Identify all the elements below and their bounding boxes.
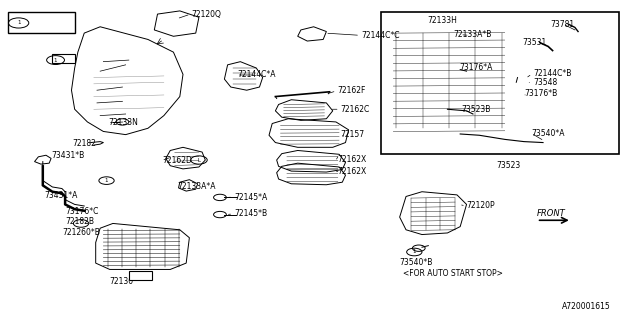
Text: 72162X: 72162X: [337, 155, 367, 164]
Text: 72130: 72130: [109, 277, 133, 286]
Text: 73176*C: 73176*C: [65, 207, 99, 216]
Text: 72157: 72157: [340, 130, 365, 139]
Text: A: A: [137, 271, 143, 280]
Text: 72120Q: 72120Q: [191, 10, 221, 19]
Text: 72145*B: 72145*B: [234, 209, 267, 219]
Text: 73431*A: 73431*A: [45, 191, 78, 200]
FancyBboxPatch shape: [52, 54, 76, 63]
Text: 72144C*C: 72144C*C: [362, 31, 400, 40]
Text: 72182B: 72182B: [65, 217, 94, 226]
Text: 72687A: 72687A: [33, 19, 72, 28]
Text: 1: 1: [54, 58, 58, 63]
Text: 72162X: 72162X: [337, 167, 367, 176]
Text: A: A: [61, 54, 67, 63]
Text: 1: 1: [413, 250, 416, 254]
FancyBboxPatch shape: [8, 12, 75, 33]
Text: 72182: 72182: [73, 139, 97, 148]
Text: 73781: 73781: [550, 20, 575, 29]
Text: 72133A*B: 72133A*B: [454, 30, 492, 39]
FancyBboxPatch shape: [381, 12, 620, 154]
Text: 721260*B: 721260*B: [63, 228, 100, 237]
Text: 73531: 73531: [523, 38, 547, 47]
Text: 72120P: 72120P: [467, 202, 495, 211]
Text: 73540*B: 73540*B: [399, 258, 432, 267]
Text: 72145*A: 72145*A: [234, 193, 268, 202]
Text: A720001615: A720001615: [562, 302, 611, 311]
Text: 72162C: 72162C: [340, 105, 370, 114]
Text: 72133H: 72133H: [427, 16, 457, 25]
Text: 72144C*A: 72144C*A: [237, 70, 276, 79]
Text: FRONT: FRONT: [537, 209, 565, 218]
Text: 73176*A: 73176*A: [459, 63, 492, 72]
Text: 73540*A: 73540*A: [532, 129, 565, 138]
Text: 1: 1: [105, 178, 108, 183]
Text: 73523B: 73523B: [461, 105, 491, 114]
Text: L: L: [197, 157, 200, 163]
Text: 72162F: 72162F: [337, 86, 365, 95]
Text: 73176*B: 73176*B: [524, 89, 557, 98]
Text: <FOR AUTO START STOP>: <FOR AUTO START STOP>: [403, 269, 502, 278]
FancyBboxPatch shape: [129, 271, 152, 280]
Text: 1: 1: [17, 20, 20, 26]
Text: 72162D: 72162D: [162, 156, 192, 165]
Text: 72133A*A: 72133A*A: [177, 182, 216, 191]
Text: 73548: 73548: [534, 78, 557, 87]
Text: 72144C*B: 72144C*B: [534, 69, 572, 78]
Text: 73431*B: 73431*B: [51, 151, 84, 160]
Text: 73523: 73523: [496, 161, 520, 170]
Text: 72133N: 72133N: [108, 118, 138, 127]
